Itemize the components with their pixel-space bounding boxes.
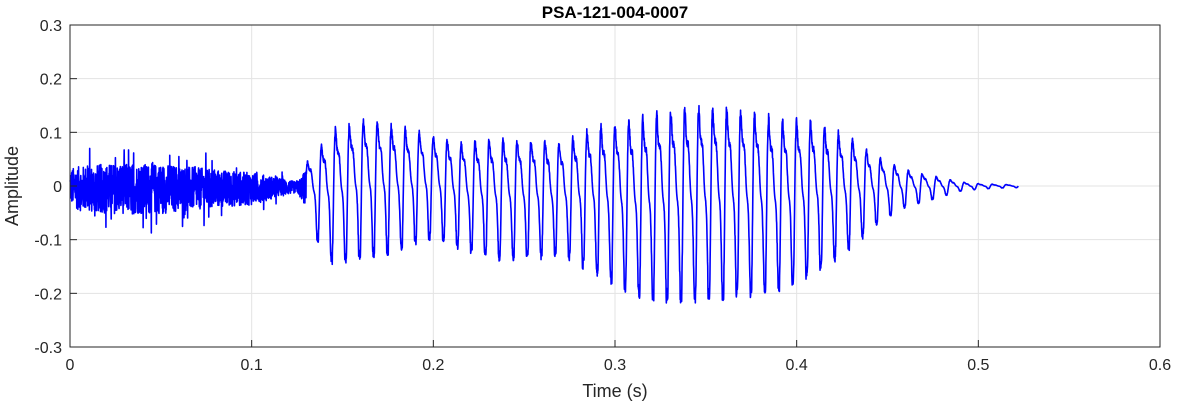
y-tick-label: -0.1 xyxy=(34,233,62,250)
y-tick-label: -0.2 xyxy=(34,286,62,303)
chart-title: PSA-121-004-0007 xyxy=(542,3,688,22)
x-tick-label: 0.4 xyxy=(786,357,808,374)
y-tick-label: 0 xyxy=(53,179,62,196)
y-tick-label: -0.3 xyxy=(34,340,62,357)
waveform-series xyxy=(69,104,1019,304)
x-tick-labels: 0 0.1 0.2 0.3 0.4 0.5 0.6 xyxy=(66,357,1172,374)
x-axis-label: Time (s) xyxy=(582,381,647,401)
x-tick-label: 0.2 xyxy=(422,357,444,374)
y-tick-label: 0.2 xyxy=(40,72,62,89)
y-tick-label: 0.1 xyxy=(40,125,62,142)
ticks xyxy=(69,24,1161,348)
y-tick-label: 0.3 xyxy=(40,18,62,35)
x-tick-label: 0.1 xyxy=(241,357,263,374)
y-tick-labels: -0.3 -0.2 -0.1 0 0.1 0.2 0.3 xyxy=(34,18,62,357)
x-tick-label: 0.6 xyxy=(1149,357,1171,374)
x-tick-label: 0.3 xyxy=(604,357,626,374)
y-axis-label: Amplitude xyxy=(2,146,22,226)
x-tick-label: 0 xyxy=(66,357,75,374)
x-tick-label: 0.5 xyxy=(967,357,989,374)
